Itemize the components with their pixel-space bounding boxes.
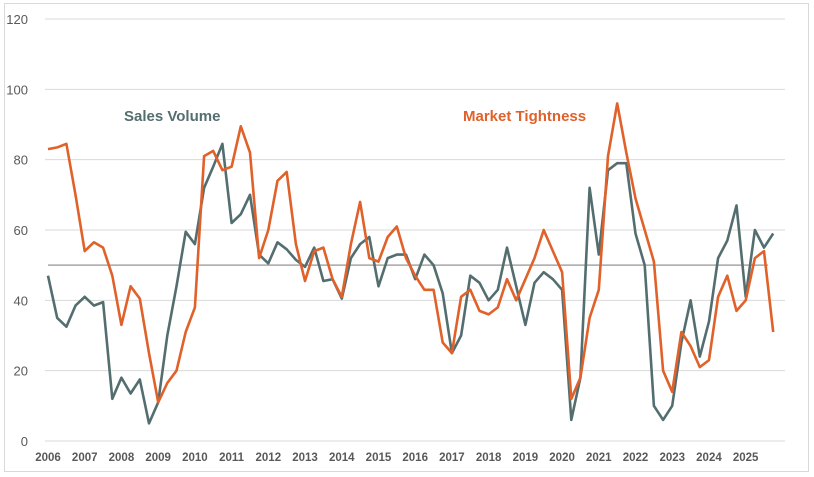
- x-tick-label: 2007: [72, 452, 98, 464]
- x-tick-label: 2014: [329, 452, 355, 464]
- gridlines: [45, 18, 785, 442]
- series-line-market-tightness: [47, 102, 775, 404]
- x-tick-label: 2011: [219, 452, 245, 464]
- x-tick-label: 2018: [476, 452, 502, 464]
- x-tick-label: 2012: [256, 452, 282, 464]
- series-label-market-tightness: Market Tightness: [463, 108, 586, 125]
- y-tick-label: 120: [6, 12, 28, 27]
- series-label-sales-volume: Sales Volume: [124, 108, 220, 125]
- x-tick-label: 2016: [402, 452, 428, 464]
- x-tick-label: 2021: [586, 452, 612, 464]
- x-tick-label: 2023: [659, 452, 685, 464]
- x-tick-label: 2010: [182, 452, 208, 464]
- x-tick-label: 2006: [35, 452, 61, 464]
- y-tick-label: 0: [21, 434, 28, 449]
- x-tick-label: 2022: [623, 452, 649, 464]
- x-tick-label: 2025: [733, 452, 759, 464]
- x-tick-label: 2009: [145, 452, 171, 464]
- y-tick-label: 40: [14, 293, 28, 308]
- y-tick-label: 80: [14, 153, 28, 168]
- x-axis-ticks: 2006 2007 2008 2009 2010 2011 2012 2013 2014 2015…: [35, 452, 759, 464]
- x-tick-label: 2017: [439, 452, 465, 464]
- x-tick-label: 2013: [292, 452, 318, 464]
- y-tick-label: 100: [6, 82, 28, 97]
- x-tick-label: 2008: [109, 452, 135, 464]
- x-tick-label: 2015: [366, 452, 392, 464]
- x-tick-label: 2020: [549, 452, 575, 464]
- series-line-sales-volume: [46, 142, 775, 425]
- chart-border: [4, 3, 809, 472]
- y-tick-label: 20: [14, 364, 28, 379]
- x-tick-label: 2019: [513, 452, 539, 464]
- series-lines: [46, 102, 775, 425]
- y-axis-ticks: 0 20 40 60 80 100 120: [6, 12, 28, 449]
- y-tick-label: 60: [14, 223, 28, 238]
- x-tick-label: 2024: [696, 452, 722, 464]
